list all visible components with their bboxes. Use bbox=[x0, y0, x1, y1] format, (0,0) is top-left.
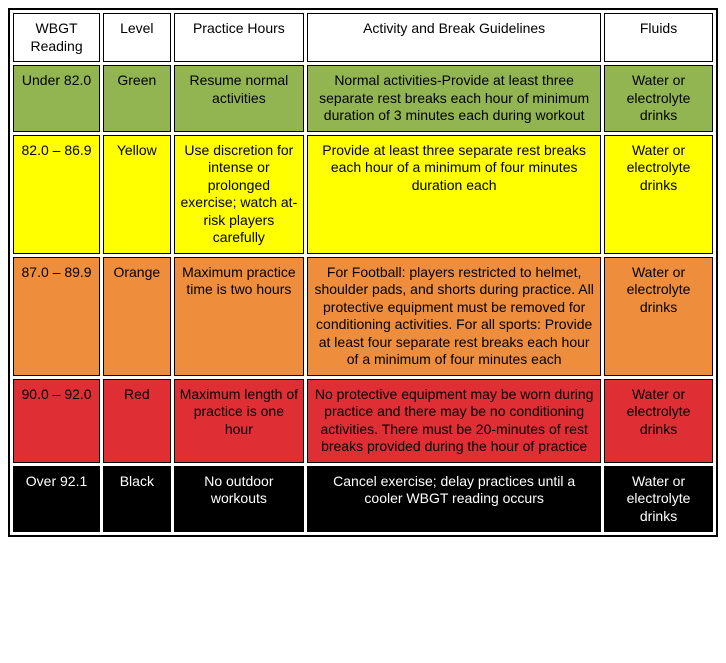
col-header-reading: WBGT Reading bbox=[13, 13, 100, 62]
table-row: 82.0 – 86.9YellowUse discretion for inte… bbox=[13, 135, 713, 254]
cell-fluids: Water or electrolyte drinks bbox=[604, 257, 713, 376]
cell-reading: Over 92.1 bbox=[13, 466, 100, 533]
cell-practice: Resume normal activities bbox=[174, 65, 305, 132]
table-row: 87.0 – 89.9OrangeMaximum practice time i… bbox=[13, 257, 713, 376]
cell-practice: Maximum practice time is two hours bbox=[174, 257, 305, 376]
col-header-level: Level bbox=[103, 13, 170, 62]
cell-activity: Cancel exercise; delay practices until a… bbox=[307, 466, 601, 533]
table-header-row: WBGT Reading Level Practice Hours Activi… bbox=[13, 13, 713, 62]
cell-reading: 90.0 – 92.0 bbox=[13, 379, 100, 463]
table-row: Under 82.0GreenResume normal activitiesN… bbox=[13, 65, 713, 132]
col-header-activity: Activity and Break Guidelines bbox=[307, 13, 601, 62]
cell-level: Orange bbox=[103, 257, 170, 376]
col-header-fluids: Fluids bbox=[604, 13, 713, 62]
cell-level: Green bbox=[103, 65, 170, 132]
cell-practice: Maximum length of practice is one hour bbox=[174, 379, 305, 463]
cell-activity: For Football: players restricted to helm… bbox=[307, 257, 601, 376]
cell-activity: Provide at least three separate rest bre… bbox=[307, 135, 601, 254]
cell-activity: Normal activities-Provide at least three… bbox=[307, 65, 601, 132]
cell-level: Red bbox=[103, 379, 170, 463]
cell-fluids: Water or electrolyte drinks bbox=[604, 65, 713, 132]
cell-fluids: Water or electrolyte drinks bbox=[604, 135, 713, 254]
cell-activity: No protective equipment may be worn duri… bbox=[307, 379, 601, 463]
cell-level: Yellow bbox=[103, 135, 170, 254]
cell-reading: 87.0 – 89.9 bbox=[13, 257, 100, 376]
table-body: Under 82.0GreenResume normal activitiesN… bbox=[13, 65, 713, 532]
cell-reading: 82.0 – 86.9 bbox=[13, 135, 100, 254]
cell-practice: Use discretion for intense or prolonged … bbox=[174, 135, 305, 254]
cell-fluids: Water or electrolyte drinks bbox=[604, 379, 713, 463]
wbgt-guidelines-table: WBGT Reading Level Practice Hours Activi… bbox=[8, 8, 718, 537]
col-header-practice: Practice Hours bbox=[174, 13, 305, 62]
cell-fluids: Water or electrolyte drinks bbox=[604, 466, 713, 533]
cell-level: Black bbox=[103, 466, 170, 533]
cell-reading: Under 82.0 bbox=[13, 65, 100, 132]
table-row: 90.0 – 92.0RedMaximum length of practice… bbox=[13, 379, 713, 463]
cell-practice: No outdoor workouts bbox=[174, 466, 305, 533]
table-row: Over 92.1BlackNo outdoor workoutsCancel … bbox=[13, 466, 713, 533]
